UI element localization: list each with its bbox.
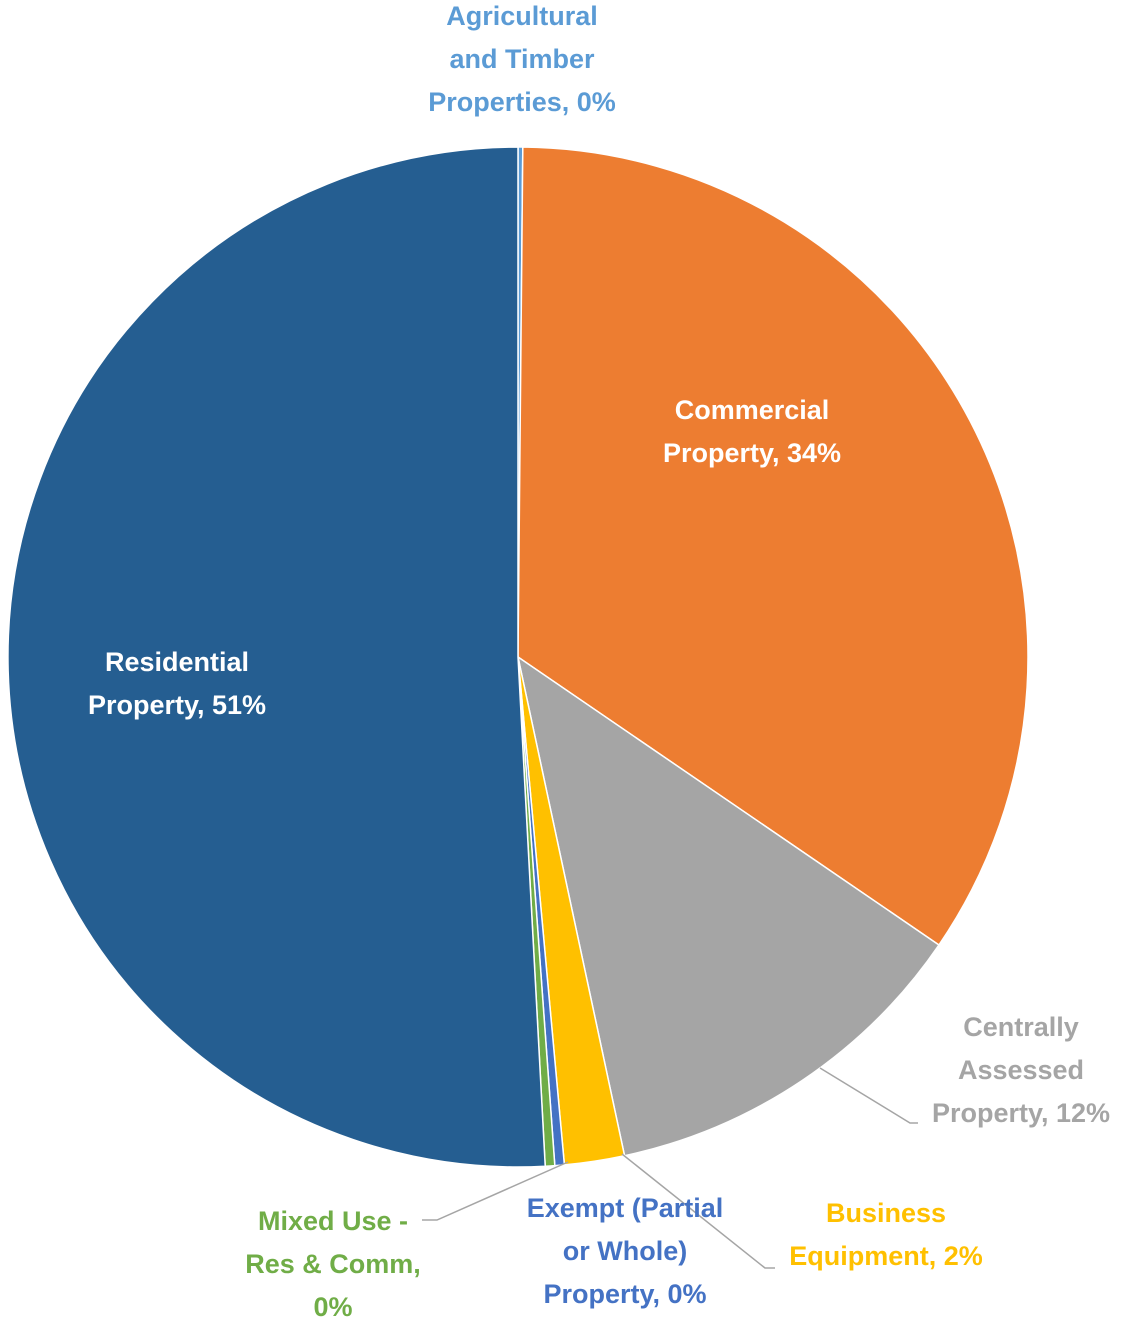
pie-slice-commercial-property xyxy=(517,146,1029,947)
slice-label-line: or Whole) xyxy=(563,1236,687,1266)
slice-label-line: Commercial xyxy=(675,395,830,425)
slice-label-line: Property, 51% xyxy=(88,690,266,720)
slice-label: Agricultural and Timber Properties, 0% xyxy=(428,1,616,117)
slice-label-line: Assessed xyxy=(958,1055,1084,1085)
pie-slices xyxy=(7,146,1029,1168)
leader-lines xyxy=(422,1067,918,1269)
slice-label: Exempt (Partial or Whole) Property, 0% xyxy=(527,1193,724,1309)
slice-label-line: Property, 0% xyxy=(543,1279,706,1309)
slice-label: Mixed Use - Res & Comm, 0% xyxy=(245,1206,421,1317)
slice-label: Commercial Property, 34% xyxy=(663,395,841,468)
slice-label-line: Agricultural xyxy=(446,1,598,31)
slice-label: Residential Property, 51% xyxy=(88,647,266,720)
slice-label-line: Centrally xyxy=(963,1012,1079,1042)
slice-label: Business Equipment, 2% xyxy=(789,1198,983,1271)
pie-slice-centrally-assessed-property xyxy=(516,655,940,1157)
slice-label-line: Res & Comm, xyxy=(245,1249,421,1279)
slice-label-line: Property, 12% xyxy=(932,1098,1110,1128)
slice-label-line: Mixed Use - xyxy=(258,1206,408,1236)
slice-label: Centrally Assessed Property, 12% xyxy=(932,1012,1110,1128)
leader-line xyxy=(819,1067,918,1124)
slice-label-line: and Timber xyxy=(449,44,595,74)
pie-slice-residential-property xyxy=(7,146,547,1168)
slice-labels: Agricultural and Timber Properties, 0% Comm… xyxy=(88,1,1110,1317)
slice-label-line: Equipment, 2% xyxy=(789,1241,983,1271)
slice-label-line: Residential xyxy=(105,647,249,677)
slice-label-line: Properties, 0% xyxy=(428,87,616,117)
leader-line xyxy=(422,1161,569,1221)
slice-label-line: Property, 34% xyxy=(663,438,841,468)
leader-line xyxy=(621,1153,775,1269)
slice-label-line: Business xyxy=(826,1198,946,1228)
slice-label-line: 0% xyxy=(313,1292,352,1317)
slice-label-line: Exempt (Partial xyxy=(527,1193,724,1223)
